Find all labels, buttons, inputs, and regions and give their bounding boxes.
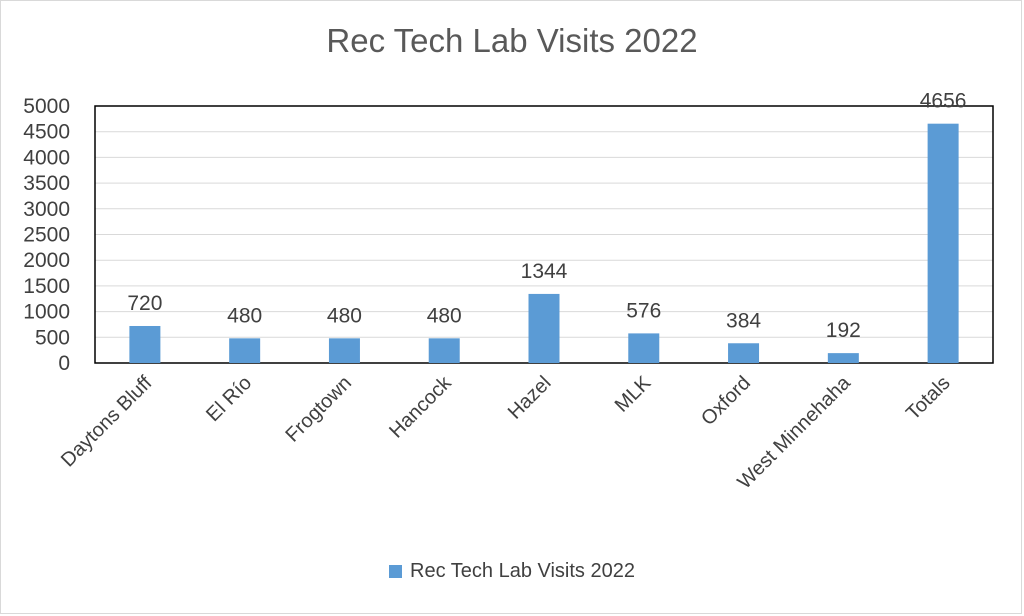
bar: [628, 333, 660, 363]
y-tick-label: 1500: [23, 275, 70, 298]
x-tick-label: Frogtown: [281, 372, 356, 447]
legend-swatch: [389, 565, 403, 578]
data-label: 480: [427, 304, 462, 327]
y-tick-label: 3000: [23, 198, 70, 221]
data-label: 4656: [920, 90, 967, 113]
y-tick-label: 2500: [23, 224, 70, 247]
bar: [229, 338, 261, 363]
data-label: 480: [327, 304, 362, 327]
x-tick-label: El Río: [202, 372, 256, 426]
bars: [129, 123, 959, 363]
x-tick-label: MLK: [611, 372, 656, 417]
x-tick-labels: Daytons Bluff El Río Frogtown Hancock Hazel M…: [57, 371, 955, 493]
data-label: 720: [127, 292, 162, 315]
y-tick-label: 4500: [23, 121, 70, 144]
bar: [528, 293, 560, 363]
y-tick-label: 2000: [23, 249, 70, 272]
y-tick-label: 4000: [23, 146, 70, 169]
chart-title: Rec Tech Lab Visits 2022: [326, 22, 698, 59]
bar: [728, 343, 760, 363]
bar: [927, 123, 959, 363]
y-tick-label: 5000: [23, 95, 70, 118]
y-tick-label: 0: [58, 352, 70, 375]
data-labels: 720 480 480 480 1344 576 384 192 4656: [127, 90, 966, 342]
x-tick-label: Oxford: [697, 372, 755, 430]
legend-label: Rec Tech Lab Visits 2022: [410, 560, 635, 582]
legend: Rec Tech Lab Visits 2022: [0, 560, 1024, 583]
x-tick-label: Daytons Bluff: [57, 372, 157, 472]
x-tick-label: Hancock: [385, 371, 456, 442]
bar: [328, 338, 360, 363]
data-label: 192: [826, 319, 861, 342]
y-tick-label: 1000: [23, 301, 70, 324]
data-label: 384: [726, 309, 761, 332]
x-tick-label: Hazel: [504, 372, 556, 424]
bar: [129, 325, 161, 363]
bar: [428, 338, 460, 363]
data-label: 576: [626, 299, 661, 322]
x-tick-label: Totals: [902, 372, 955, 425]
y-tick-label: 3500: [23, 172, 70, 195]
bar: [827, 353, 859, 363]
data-label: 480: [227, 304, 262, 327]
y-tick-label: 500: [35, 326, 70, 349]
data-label: 1344: [521, 260, 568, 283]
